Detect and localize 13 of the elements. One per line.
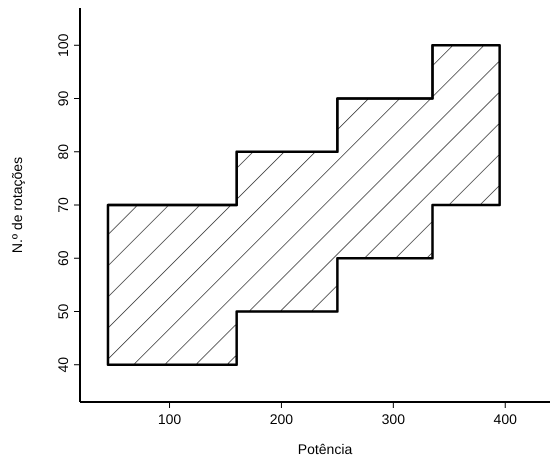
y-tick-label: 40 — [55, 356, 71, 373]
y-tick-label: 60 — [55, 250, 71, 266]
y-tick-label: 90 — [55, 90, 71, 106]
x-axis-title: Potência — [298, 441, 352, 457]
y-tick-label: 80 — [55, 144, 71, 160]
y-tick-label: 100 — [55, 33, 71, 57]
x-tick-label: 200 — [270, 411, 294, 427]
y-tick-label: 50 — [55, 303, 71, 320]
y-tick-label: 70 — [55, 197, 71, 213]
y-axis-title: N.º de rotações — [9, 156, 25, 254]
x-tick-label: 100 — [158, 411, 182, 427]
x-tick-label: 400 — [494, 411, 518, 427]
x-tick-label: 300 — [382, 411, 406, 427]
